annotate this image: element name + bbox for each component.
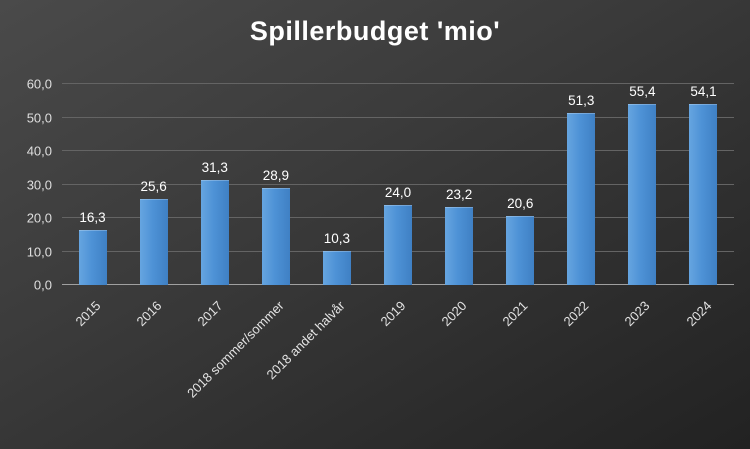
bar-column: 23,2 <box>429 84 490 285</box>
x-category-cell: 2016 <box>123 290 184 440</box>
bar-value-label: 10,3 <box>323 230 351 246</box>
y-tick-label: 40,0 <box>26 143 52 159</box>
bar-column: 51,3 <box>551 84 612 285</box>
y-tick-label: 20,0 <box>26 210 52 226</box>
bar-value-label: 20,6 <box>507 196 534 211</box>
bar <box>384 204 413 285</box>
x-category-label: 2023 <box>621 298 653 330</box>
bar <box>567 113 596 285</box>
bar-value-label: 31,3 <box>201 160 228 176</box>
bar-column: 55,4 <box>612 84 673 285</box>
y-tick-label: 60,0 <box>26 76 52 92</box>
bar-column: 20,6 <box>490 84 551 285</box>
x-category-label: 2019 <box>377 298 409 330</box>
bar-column: 24,0 <box>367 84 428 285</box>
bar-value-label: 25,6 <box>140 179 167 195</box>
x-category-cell: 2018 andet halvår <box>263 290 367 440</box>
bar-column: 25,6 <box>123 84 184 285</box>
bar <box>261 188 290 285</box>
y-axis-labels: 0,0 10,0 20,0 30,0 40,0 50,0 60,0 <box>0 77 52 293</box>
gridline <box>62 183 734 185</box>
bar <box>506 216 535 285</box>
gridline <box>62 116 734 118</box>
bar-series: 16,3 25,6 31,3 28,9 10,3 24,0 23,2 20,6 51,3 55,4… <box>62 84 734 285</box>
x-category-cell: 2024 <box>673 290 734 440</box>
chart-title: Spillerbudget 'mio' <box>249 16 501 46</box>
x-category-cell: 2021 <box>490 290 551 440</box>
y-tick-label: 50,0 <box>26 110 52 125</box>
bar-value-label: 54,1 <box>690 84 717 99</box>
gridline <box>62 83 734 84</box>
gridline <box>62 150 734 152</box>
bar <box>628 104 657 285</box>
bar-column: 28,9 <box>245 84 306 285</box>
x-category-label: 2017 <box>194 298 226 330</box>
x-category-label: 2021 <box>499 298 531 330</box>
x-category-label: 2020 <box>438 298 470 330</box>
y-tick-label: 10,0 <box>26 244 52 260</box>
bar-column: 16,3 <box>62 84 123 285</box>
bar <box>200 180 229 285</box>
plot-area: 16,3 25,6 31,3 28,9 10,3 24,0 23,2 20,6 51,3 55,4… <box>62 83 734 285</box>
bar-value-label: 16,3 <box>79 210 106 226</box>
y-tick-label: 30,0 <box>26 177 52 192</box>
x-category-label: 2024 <box>683 298 715 330</box>
x-category-label: 2016 <box>133 298 165 330</box>
bar-column: 54,1 <box>673 84 734 285</box>
bar-column: 31,3 <box>184 84 245 285</box>
bar <box>445 207 474 285</box>
bar <box>139 199 168 285</box>
bar-value-label: 23,2 <box>445 187 473 203</box>
bar <box>689 104 718 285</box>
y-tick-label: 0,0 <box>33 277 52 293</box>
x-category-label: 2015 <box>72 298 104 330</box>
bar-value-label: 28,9 <box>262 168 289 184</box>
bar-value-label: 24,0 <box>384 184 412 200</box>
x-category-cell: 2019 <box>367 290 428 440</box>
x-category-cell: 2023 <box>612 290 673 440</box>
x-category-cell: 2015 <box>62 290 123 440</box>
bar-column: 10,3 <box>306 84 367 285</box>
bar <box>78 230 107 285</box>
x-category-cell: 2022 <box>551 290 612 440</box>
x-axis-labels: 2015 2016 2017 2018 sommer/sommer 2018 andet… <box>62 290 734 440</box>
x-category-label: 2022 <box>560 298 592 330</box>
bar-value-label: 51,3 <box>568 93 595 109</box>
x-category-cell: 2020 <box>429 290 490 440</box>
bar-value-label: 55,4 <box>629 84 656 99</box>
bar <box>322 250 351 285</box>
